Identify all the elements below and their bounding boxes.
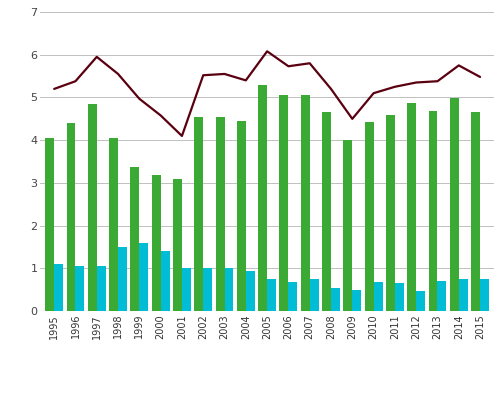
Bar (416, 291, 425, 311)
Bar (343, 140, 352, 311)
Bar (224, 269, 233, 311)
Bar (428, 111, 437, 311)
Bar (194, 117, 203, 311)
Bar (471, 113, 480, 311)
Bar (301, 95, 310, 311)
Bar (118, 247, 127, 311)
Bar (450, 98, 459, 311)
Bar (45, 138, 54, 311)
Bar (322, 113, 331, 311)
Bar (331, 288, 340, 311)
Bar (386, 115, 395, 311)
Bar (373, 282, 383, 311)
Bar (152, 175, 161, 311)
Bar (131, 167, 139, 311)
Bar (352, 290, 361, 311)
Bar (54, 264, 63, 311)
Bar (88, 104, 97, 311)
Bar (161, 251, 169, 311)
Bar (216, 117, 224, 311)
Bar (97, 267, 106, 311)
Bar (459, 279, 468, 311)
Bar (76, 267, 84, 311)
Bar (109, 138, 118, 311)
Bar (182, 269, 191, 311)
Bar (480, 279, 489, 311)
Bar (407, 103, 416, 311)
Bar (237, 121, 246, 311)
Bar (258, 85, 267, 311)
Bar (437, 281, 447, 311)
Bar (246, 271, 255, 311)
Bar (365, 122, 373, 311)
Bar (267, 279, 276, 311)
Bar (203, 269, 212, 311)
Bar (395, 283, 404, 311)
Bar (67, 123, 76, 311)
Bar (139, 243, 148, 311)
Bar (310, 279, 319, 311)
Bar (173, 179, 182, 311)
Bar (288, 282, 297, 311)
Bar (280, 95, 288, 311)
